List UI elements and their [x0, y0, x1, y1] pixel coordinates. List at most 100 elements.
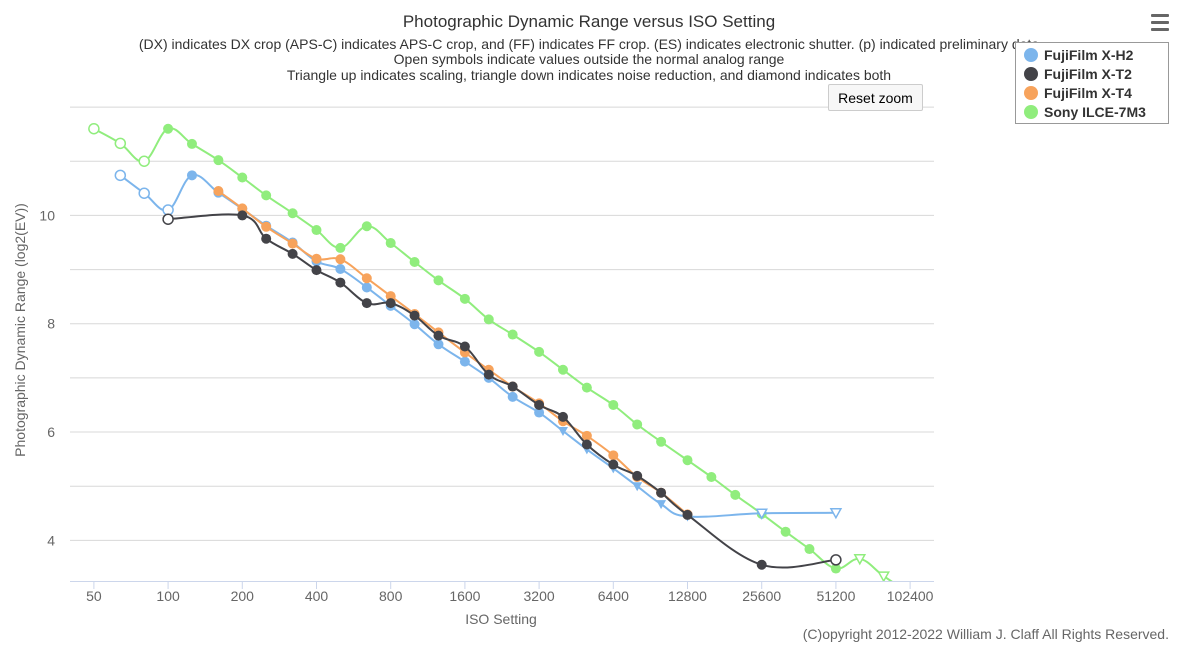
data-point[interactable]: [114, 137, 127, 150]
data-point[interactable]: [433, 275, 444, 286]
data-point[interactable]: [507, 329, 518, 340]
data-point[interactable]: [557, 364, 568, 375]
data-point[interactable]: [237, 203, 248, 214]
data-point[interactable]: [608, 459, 619, 470]
x-tick-label: 800: [379, 588, 403, 604]
data-point[interactable]: [385, 291, 396, 302]
data-point[interactable]: [186, 170, 197, 181]
legend-item-sony-ilce-7m3[interactable]: Sony ILCE-7M3: [1024, 102, 1168, 121]
legend-item-fujifilm-x-h2[interactable]: FujiFilm X-H2: [1024, 45, 1168, 64]
data-point[interactable]: [361, 273, 372, 284]
data-point[interactable]: [682, 455, 693, 466]
legend-marker-icon: [1024, 85, 1038, 100]
data-point[interactable]: [581, 382, 592, 393]
data-point[interactable]: [534, 407, 545, 418]
data-point[interactable]: [656, 500, 667, 510]
data-point[interactable]: [163, 123, 174, 134]
data-point[interactable]: [804, 544, 815, 555]
data-point[interactable]: [780, 526, 791, 537]
data-point[interactable]: [433, 339, 444, 350]
data-point[interactable]: [507, 391, 518, 402]
data-point[interactable]: [237, 172, 248, 183]
data-point[interactable]: [877, 571, 890, 581]
data-point[interactable]: [730, 489, 741, 500]
data-point[interactable]: [829, 508, 843, 520]
data-point[interactable]: [483, 314, 494, 325]
data-point[interactable]: [853, 554, 867, 566]
legend-item-fujifilm-x-t4[interactable]: FujiFilm X-T4: [1024, 83, 1168, 102]
data-point[interactable]: [237, 210, 248, 221]
data-point[interactable]: [261, 233, 272, 244]
data-point[interactable]: [138, 155, 150, 167]
x-tick-label: 6400: [598, 588, 629, 604]
reset-zoom-button[interactable]: Reset zoom: [828, 84, 923, 111]
data-point[interactable]: [632, 470, 643, 481]
series-sony-ilce-7m3: [88, 122, 893, 581]
data-point[interactable]: [534, 346, 545, 357]
data-point[interactable]: [261, 221, 272, 232]
data-point[interactable]: [138, 187, 150, 199]
data-point[interactable]: [632, 482, 643, 492]
data-point[interactable]: [114, 169, 127, 182]
data-point[interactable]: [459, 341, 470, 352]
data-point[interactable]: [213, 186, 224, 197]
data-point[interactable]: [534, 399, 545, 410]
x-tick-label: 50: [86, 588, 102, 604]
data-point[interactable]: [213, 155, 224, 166]
data-point[interactable]: [830, 563, 841, 574]
data-point[interactable]: [459, 356, 470, 367]
data-point[interactable]: [335, 264, 346, 275]
data-point[interactable]: [361, 282, 372, 293]
y-tick-label: 10: [39, 207, 55, 223]
legend-label: FujiFilm X-H2: [1044, 46, 1134, 63]
data-point[interactable]: [162, 213, 174, 225]
data-point[interactable]: [656, 436, 667, 447]
data-point[interactable]: [830, 554, 842, 566]
data-point[interactable]: [433, 330, 444, 341]
x-tick-label: 3200: [524, 588, 555, 604]
data-point[interactable]: [311, 253, 322, 264]
data-point[interactable]: [261, 190, 272, 201]
data-point[interactable]: [385, 298, 396, 309]
data-point[interactable]: [483, 369, 494, 380]
data-point[interactable]: [186, 138, 197, 149]
data-point[interactable]: [756, 559, 767, 570]
data-point[interactable]: [656, 487, 667, 498]
legend-label: FujiFilm X-T2: [1044, 65, 1132, 82]
data-point[interactable]: [409, 310, 420, 321]
data-point[interactable]: [88, 122, 100, 135]
data-point[interactable]: [755, 508, 768, 520]
data-point[interactable]: [459, 293, 470, 304]
hamburger-menu-icon[interactable]: [1148, 14, 1172, 34]
data-point[interactable]: [287, 248, 298, 259]
data-point[interactable]: [409, 319, 420, 330]
chart-subtitle-line-2: Open symbols indicate values outside the…: [394, 51, 785, 67]
data-point[interactable]: [385, 238, 396, 249]
data-point[interactable]: [706, 472, 717, 483]
copyright-text: (C)opyright 2012-2022 William J. Claff A…: [803, 626, 1169, 642]
data-point[interactable]: [335, 254, 346, 265]
data-point[interactable]: [507, 381, 518, 392]
series-line: [119, 173, 836, 518]
data-point[interactable]: [557, 411, 568, 422]
data-point[interactable]: [361, 298, 372, 309]
legend-item-fujifilm-x-t2[interactable]: FujiFilm X-T2: [1024, 64, 1168, 83]
data-point[interactable]: [311, 265, 322, 276]
data-point[interactable]: [287, 238, 298, 249]
data-point[interactable]: [409, 256, 420, 267]
data-point[interactable]: [361, 221, 372, 232]
data-point[interactable]: [581, 430, 592, 441]
x-tick-label: 102400: [887, 588, 934, 604]
data-point[interactable]: [335, 242, 346, 253]
data-point[interactable]: [608, 399, 619, 410]
data-point[interactable]: [632, 419, 643, 430]
data-point[interactable]: [287, 208, 298, 219]
data-point[interactable]: [581, 439, 592, 450]
data-point[interactable]: [557, 426, 568, 436]
data-point[interactable]: [311, 225, 322, 236]
data-point[interactable]: [335, 277, 346, 288]
data-point[interactable]: [608, 450, 619, 461]
data-point[interactable]: [682, 509, 693, 520]
series-line: [93, 127, 893, 581]
